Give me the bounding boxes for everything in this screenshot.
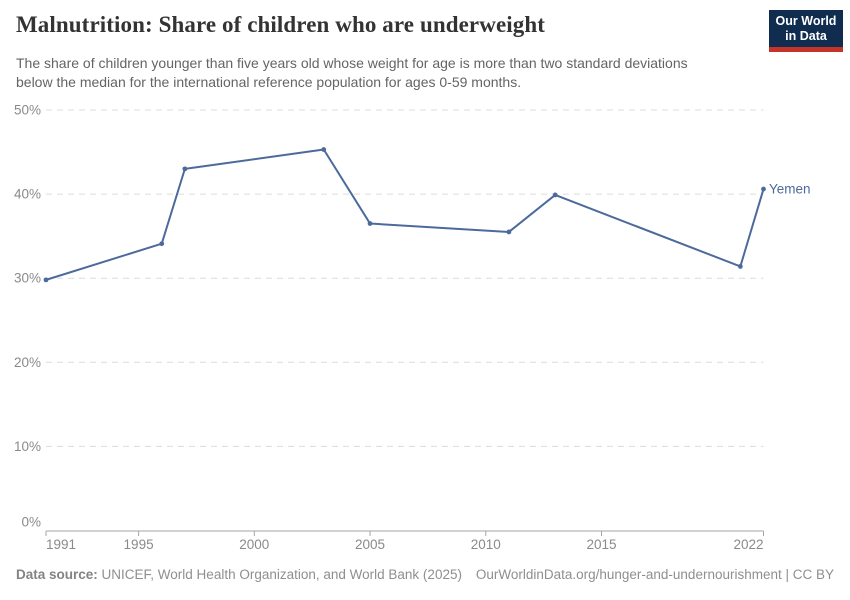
series-line-yemen [45, 148, 765, 281]
chart-subtitle: The share of children younger than five … [16, 54, 688, 92]
owid-logo-line2: in Data [785, 28, 827, 43]
svg-text:50%: 50% [14, 103, 41, 118]
svg-text:2010: 2010 [471, 537, 501, 552]
chart-title: Malnutrition: Share of children who are … [16, 12, 546, 37]
svg-text:1995: 1995 [124, 537, 154, 552]
y-axis-labels: 0% 10% 20% 30% 40% 50% [14, 103, 41, 530]
svg-text:10%: 10% [14, 439, 41, 454]
owid-logo-line1: Our World [775, 13, 837, 28]
svg-text:40%: 40% [14, 187, 41, 202]
svg-text:20%: 20% [14, 355, 41, 370]
data-source-label: Data source: [16, 567, 98, 582]
data-source-note: Data source: UNICEF, World Health Organi… [16, 567, 462, 582]
svg-text:0%: 0% [21, 515, 41, 530]
x-axis [45, 530, 764, 536]
chart-subtitle-line2: below the median for the international r… [16, 74, 522, 90]
svg-text:2015: 2015 [586, 537, 616, 552]
series-markers [43, 147, 766, 283]
entity-label-yemen: Yemen [769, 182, 811, 197]
chart-footer: Data source: UNICEF, World Health Organi… [16, 567, 834, 582]
svg-text:2005: 2005 [355, 537, 385, 552]
svg-text:1991: 1991 [46, 537, 76, 552]
svg-text:2000: 2000 [239, 537, 269, 552]
x-axis-labels: 1991 1995 2000 2005 2010 2015 2022 [46, 537, 764, 552]
attribution-note: OurWorldinData.org/hunger-and-undernouri… [475, 567, 834, 582]
chart-subtitle-line1: The share of children younger than five … [16, 55, 688, 71]
gridlines [46, 109, 764, 447]
svg-text:2022: 2022 [733, 537, 763, 552]
svg-text:30%: 30% [14, 271, 41, 286]
owid-logo: Our World in Data [769, 10, 843, 52]
data-source-text: UNICEF, World Health Organization, and W… [101, 567, 462, 582]
